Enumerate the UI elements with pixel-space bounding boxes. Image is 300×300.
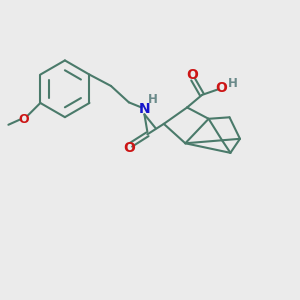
Text: N: N (139, 102, 150, 116)
Text: O: O (123, 141, 135, 155)
Text: H: H (148, 93, 158, 106)
Text: O: O (19, 113, 29, 126)
Text: O: O (187, 68, 198, 82)
Text: H: H (228, 77, 238, 90)
Text: O: O (215, 81, 227, 95)
